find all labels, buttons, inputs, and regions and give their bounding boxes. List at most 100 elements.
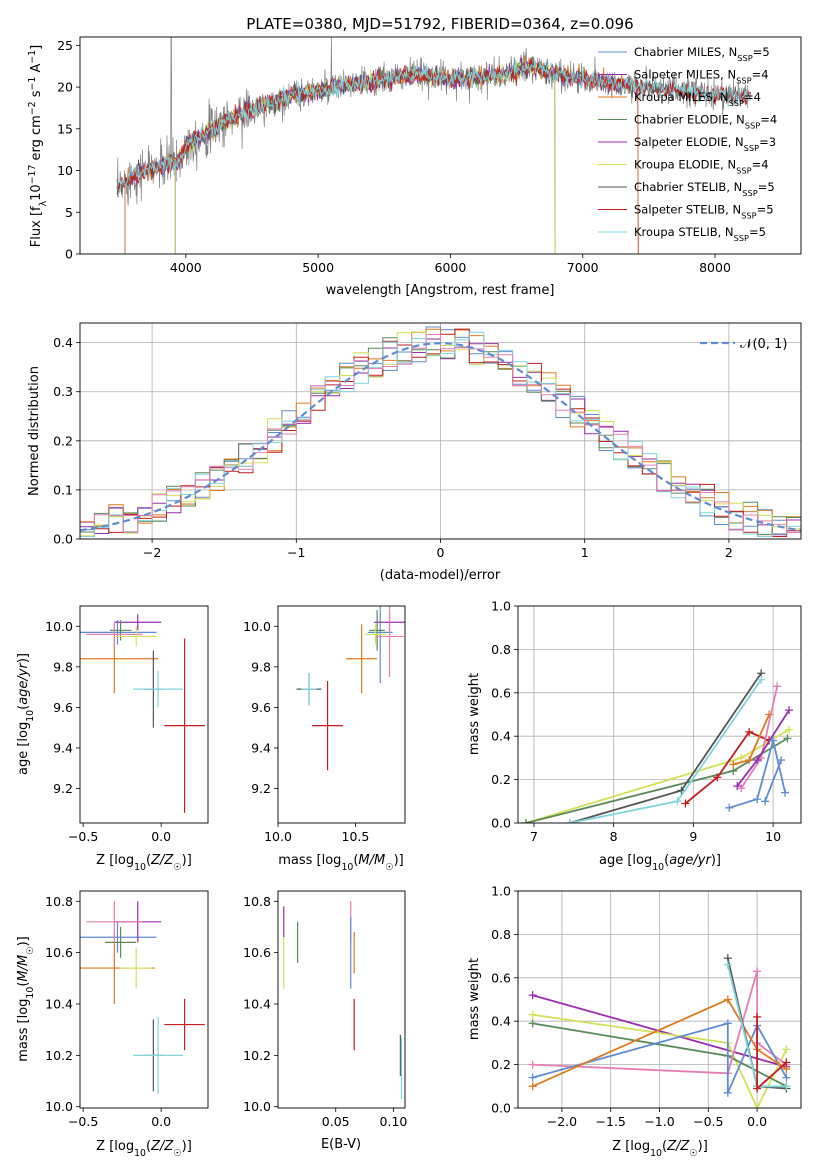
x-tick-label: 10.5 [342, 829, 370, 844]
errorbar-point [114, 614, 162, 631]
plus-marker [753, 756, 762, 765]
y-tick-label: 25 [57, 38, 73, 53]
y-tick-label: 10.6 [45, 945, 73, 960]
plus-marker [725, 803, 734, 812]
x-axis-label: age [log10(age/yr)] [599, 853, 721, 873]
errorbar-point [133, 670, 184, 708]
legend-entry: Chabrier ELODIE, NSSP=4 [634, 113, 777, 131]
y-tick-label: 0.4 [491, 729, 511, 744]
y-tick-label: 0.0 [491, 816, 511, 831]
x-axis-label: (data-model)/error [380, 568, 501, 583]
weight-series-line [733, 706, 794, 791]
errorbar-point [80, 921, 157, 953]
x-tick-label: −0.5 [68, 1114, 98, 1129]
mass-weight-vs-age-panel: 7 8 9 10 0.0 0.2 0.4 0.6 0.8 1.0 age [log10(age/yr… [467, 599, 802, 873]
y-tick-label: 1.0 [491, 599, 511, 614]
residuals-panel: −2 −1 0 1 2 0.0 0.1 0.2 0.3 0.4 𝒩(0, 1) (data-model… [27, 322, 802, 583]
x-tick-label: 5000 [302, 260, 334, 275]
mass-weight-vs-metallicity-panel: −2.0 −1.5 −1.0 −0.5 0.0 0.0 0.2 0.4 0.6 0.8 1.0 Z [… [467, 884, 802, 1159]
y-axis-label: age [log10(age/yr)] [16, 653, 36, 775]
x-tick-label: −2.0 [547, 1114, 577, 1129]
y-tick-label: 0.0 [491, 1101, 511, 1116]
legend-entry: Kroupa ELODIE, NSSP=4 [634, 158, 769, 176]
legend-entry: Chabrier MILES, NSSP=5 [634, 45, 770, 63]
x-tick-label: 8000 [699, 260, 731, 275]
x-axis-label: Z [log10(Z/Z☉)] [96, 853, 192, 873]
y-tick-label: 10.4 [243, 996, 271, 1011]
y-tick-label: 15 [57, 121, 73, 136]
plus-marker [753, 1104, 762, 1108]
weight-series-line [729, 710, 774, 769]
legend-entry: Kroupa MILES, NSSP=4 [634, 90, 761, 108]
axes-frame [277, 605, 406, 824]
plus-marker [528, 1082, 537, 1091]
plot-area [80, 614, 205, 813]
plus-marker [521, 819, 530, 823]
y-tick-label: 9.6 [251, 700, 271, 715]
y-tick-label: 10.2 [45, 1048, 73, 1063]
mass-vs-metallicity-panel: −0.5 0.0 10.0 10.2 10.4 10.6 10.8 Z [log10(Z/Z☉… [16, 890, 209, 1159]
y-tick-label: 10.4 [45, 996, 73, 1011]
x-tick-label: 0.0 [747, 1114, 767, 1129]
y-tick-label: 0.8 [491, 927, 511, 942]
errorbar-point [367, 606, 393, 684]
weight-series-line [565, 675, 766, 823]
plus-marker [723, 1019, 732, 1028]
errorbar-point [375, 606, 404, 677]
errorbar-point [120, 947, 152, 989]
legend-entry: Kroupa STELIB, NSSP=5 [634, 225, 766, 243]
axes-frame [277, 890, 406, 1109]
model-spectrum-chabrier-stelib [116, 57, 751, 197]
y-tick-label: 10.8 [45, 894, 73, 909]
plus-marker [528, 991, 537, 1000]
errorbar-point [109, 620, 132, 641]
errorbar-point [86, 622, 143, 647]
errorbar-point [133, 1016, 184, 1094]
plot-area [80, 326, 801, 537]
residual-histogram [80, 331, 801, 537]
y-tick-label: 0.6 [491, 970, 511, 985]
plus-marker [782, 1073, 791, 1082]
x-tick-label: 10.0 [264, 829, 292, 844]
plus-marker [753, 1084, 762, 1093]
legend-entry: Salpeter MILES, NSSP=4 [634, 68, 769, 86]
plus-marker [745, 727, 754, 736]
plus-marker [757, 675, 766, 684]
x-tick-label: −0.5 [68, 829, 98, 844]
y-tick-label: 9.4 [251, 740, 271, 755]
x-tick-label: −1 [287, 545, 305, 560]
plus-marker [737, 753, 746, 762]
age-vs-metallicity-panel: −0.5 0.0 9.2 9.4 9.6 9.8 10.0 Z [log10(Z/Z☉)] ag… [16, 605, 209, 873]
weight-series-line [528, 1019, 791, 1097]
x-tick-label: 8 [610, 829, 618, 844]
x-tick-label: 0.10 [380, 1114, 408, 1129]
spectrum-panel: 4000 5000 6000 7000 8000 0 5 10 15 20 25 wavelength… [27, 36, 802, 298]
plus-marker [528, 1019, 537, 1028]
plot-area [521, 669, 794, 823]
x-axis-label: E(B-V) [321, 1137, 361, 1152]
axes-frame [79, 605, 209, 824]
y-tick-label: 10.6 [243, 945, 271, 960]
y-tick-label: 0.2 [491, 1057, 511, 1072]
y-tick-label: 0.2 [491, 772, 511, 787]
plus-marker [745, 756, 754, 765]
figure-title: PLATE=0380, MJD=51792, FIBERID=0364, z=0… [246, 15, 633, 33]
plot-area [116, 37, 751, 254]
residual-histogram [80, 334, 801, 534]
y-axis-label: Flux [fλ10−17 erg cm−2 s−1 A−1] [27, 45, 49, 247]
plus-marker [753, 967, 762, 976]
plus-marker [782, 1058, 791, 1067]
weight-series-line [521, 734, 792, 823]
x-axis-label: mass [log10(M/M☉)] [278, 853, 404, 873]
x-tick-label: 9 [689, 829, 697, 844]
y-tick-label: 10.0 [45, 1099, 73, 1114]
legend-entry: Salpeter ELODIE, NSSP=3 [634, 135, 776, 153]
plus-marker [777, 756, 786, 765]
plot-area [528, 954, 791, 1108]
x-tick-label: 0.0 [151, 829, 171, 844]
age-vs-mass-panel: 10.0 10.5 9.2 9.4 9.6 9.8 10.0 mass [log10(M/M☉… [243, 605, 406, 873]
plus-marker [729, 760, 738, 769]
axes-frame [79, 890, 209, 1109]
y-tick-label: 10.0 [45, 619, 73, 634]
plus-marker [528, 1060, 537, 1069]
